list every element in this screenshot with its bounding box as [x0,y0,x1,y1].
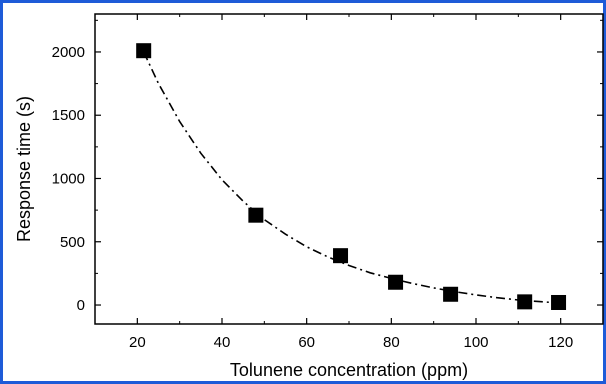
plot-area-border [94,13,604,325]
fit-curve-layer [142,51,561,304]
x-tick-label: 60 [298,334,315,351]
data-point [136,43,152,59]
y-tick-labels: 0 500 1000 1500 2000 [52,44,85,314]
data-point [248,207,264,223]
data-point [333,248,349,264]
y-tick-label: 0 [77,297,85,314]
x-tick-label: 40 [214,334,231,351]
y-axis-label: Response time (s) [14,96,34,242]
data-point [551,294,567,310]
data-points [136,43,567,310]
x-tick-label: 120 [548,334,573,351]
x-tick-labels: 20 40 60 80 100 120 [129,334,573,351]
y-tick-label: 1000 [52,170,85,187]
tick-layer [94,14,604,324]
data-point [388,274,404,290]
y-tick-label: 1500 [52,107,85,124]
data-point [443,286,459,302]
x-axis-label: Tolunene concentration (ppm) [230,360,468,380]
y-tick-label: 500 [60,234,85,251]
fit-curve [142,51,561,304]
y-tick-label: 2000 [52,44,85,61]
x-tick-label: 80 [383,334,400,351]
x-tick-label: 20 [129,334,146,351]
x-tick-label: 100 [463,334,488,351]
data-point [517,294,533,310]
